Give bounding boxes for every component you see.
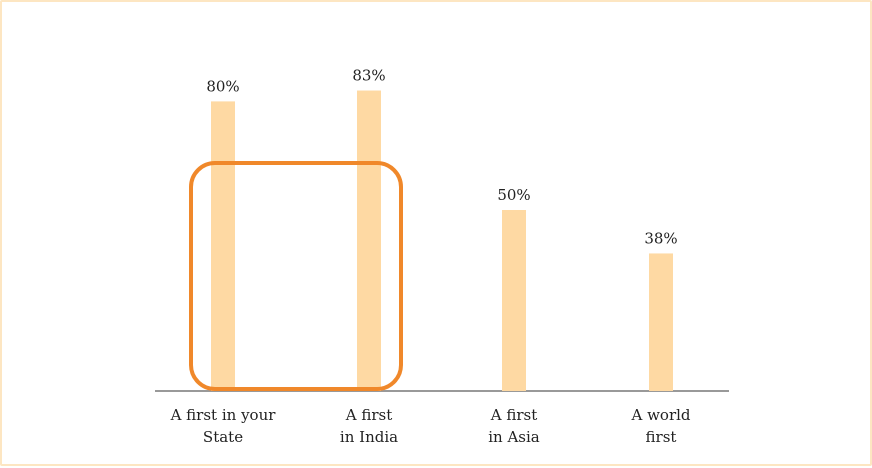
x-tick-label-line: A first (490, 406, 538, 424)
x-tick-label-line: in India (340, 428, 398, 446)
x-tick-label-line: State (203, 428, 243, 446)
x-tick-label-line: A first (345, 406, 393, 424)
x-tick-label-1: A first in your State (170, 406, 277, 446)
x-tick-label-3: A first in Asia (488, 406, 540, 446)
bars-group (211, 90, 673, 392)
x-tick-label-line: A world (630, 406, 690, 424)
value-label-1: 80% (206, 77, 239, 95)
x-tick-label-line: A first in your (170, 406, 277, 424)
value-label-4: 38% (644, 229, 677, 247)
bar-1 (211, 101, 235, 392)
bar-2 (357, 90, 381, 391)
value-label-3: 50% (497, 186, 530, 204)
x-tick-label-line: first (646, 428, 677, 446)
x-tick-label-line: in Asia (488, 428, 540, 446)
bar-3 (502, 210, 526, 391)
x-tick-label-4: A world first (630, 406, 690, 446)
value-label-2: 83% (352, 67, 385, 85)
bar-4 (649, 253, 673, 391)
highlight-box (189, 161, 403, 391)
x-tick-label-2: A first in India (340, 406, 398, 446)
value-labels-group: 80% 83% 50% 38% (206, 67, 677, 248)
